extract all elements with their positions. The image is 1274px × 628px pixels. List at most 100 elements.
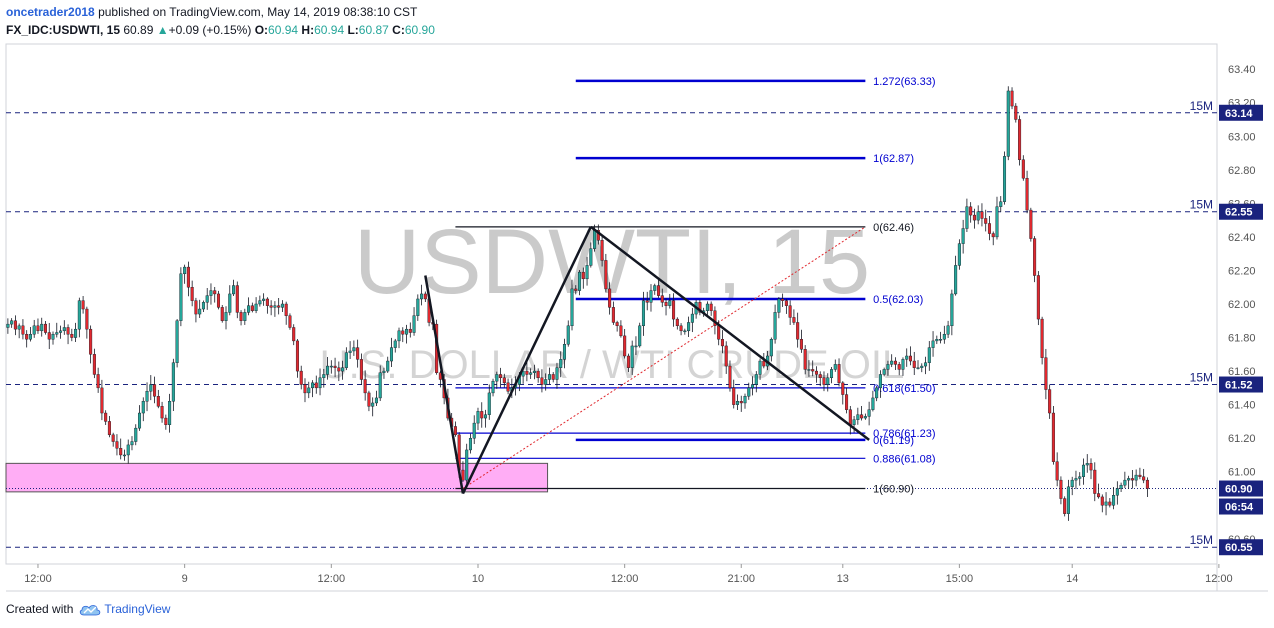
candle-body: [250, 305, 254, 311]
candle-body: [378, 372, 382, 399]
candle-body: [10, 320, 14, 325]
candle-body: [277, 305, 281, 308]
horizontal-levels[interactable]: 15M 15M 15M 15M: [6, 99, 1217, 548]
candle-body: [359, 359, 363, 380]
price-axis[interactable]: 63.4063.2063.0062.8062.6062.4062.2062.00…: [1219, 64, 1263, 556]
close-value: 60.90: [404, 23, 435, 37]
fib-level-label: 0(61.19): [873, 435, 914, 447]
candle-body: [939, 339, 943, 341]
candle-body: [732, 387, 736, 405]
pattern-leg[interactable]: [590, 225, 870, 441]
candle-body: [641, 300, 645, 327]
price-tick-label: 62.20: [1228, 265, 1256, 277]
candle-body: [453, 426, 457, 436]
candle-body: [175, 320, 179, 363]
candle-body: [356, 347, 360, 360]
candle-body: [946, 325, 950, 335]
candle-body: [679, 325, 683, 332]
level-label: 15M: [1190, 533, 1213, 547]
candle-body: [931, 340, 935, 348]
candle-body: [190, 287, 194, 301]
candle-body: [164, 417, 168, 425]
pattern-leg[interactable]: [461, 226, 592, 495]
candle-body: [495, 374, 499, 382]
candle-body: [995, 206, 999, 238]
candle-body: [228, 293, 232, 313]
time-axis[interactable]: 12:00 9 12:00 10 12:00 21:00 13 15:00 14 12:00: [24, 564, 1233, 585]
fib-trend-line[interactable]: [462, 226, 866, 489]
harmonic-pattern-lines[interactable]: [424, 225, 870, 495]
price-tick-label: 61.60: [1228, 366, 1256, 378]
candle-body: [89, 328, 93, 355]
candle-body: [77, 300, 81, 330]
price-tag-box: [1219, 203, 1263, 220]
candle-body: [845, 394, 849, 410]
candle-body: [322, 374, 326, 379]
watermark-title: USDWTI, 15: [354, 211, 870, 313]
candle-body: [156, 396, 160, 407]
candle-body: [856, 414, 860, 420]
candle-body: [728, 365, 732, 389]
candle-body: [326, 365, 330, 375]
candle-body: [386, 360, 390, 372]
candle-body: [119, 448, 123, 456]
candle-body: [1066, 486, 1070, 514]
candle-body: [581, 271, 585, 280]
candle-body: [43, 323, 48, 333]
candle-body: [863, 416, 867, 419]
candle-body: [288, 315, 292, 328]
candle-body: [893, 360, 897, 365]
candle-body: [134, 427, 138, 442]
candle-body: [675, 318, 679, 327]
candle-body: [705, 303, 709, 311]
ohlc-line: FX_IDC:USDWTI, 15 60.89 ▲+0.09 (+0.15%) …: [6, 23, 435, 37]
time-tick-label: 12:00: [1205, 573, 1233, 585]
candle-body: [74, 328, 78, 338]
candle-body: [837, 364, 841, 384]
candle-body: [85, 308, 89, 330]
candle-body: [47, 332, 51, 340]
candle-body: [555, 367, 559, 380]
candle-body: [1085, 463, 1089, 466]
pattern-leg[interactable]: [424, 275, 465, 494]
candle-body: [600, 240, 604, 261]
candle-body: [656, 285, 661, 296]
price-tag-label: 61.52: [1225, 380, 1253, 392]
candle-body: [532, 370, 536, 373]
candle-body: [574, 288, 578, 291]
candle-body: [1002, 156, 1007, 202]
candle-body: [784, 300, 788, 306]
candle-body: [769, 339, 773, 357]
candle-body: [243, 312, 247, 321]
candle-body: [585, 265, 589, 280]
candle-body: [408, 328, 412, 333]
change-value: +0.09 (+0.15%): [168, 23, 252, 37]
candle-body: [1089, 463, 1093, 471]
candle-body: [21, 325, 25, 335]
candle-body: [867, 409, 871, 417]
candle-body: [638, 325, 642, 347]
candle-body: [341, 367, 345, 372]
candle-body: [630, 345, 634, 368]
fib-level-label: 0.886(61.08): [873, 453, 935, 465]
candle-body: [608, 288, 612, 308]
candle-body: [717, 325, 721, 340]
candle-body: [1100, 496, 1104, 506]
tradingview-link[interactable]: TradingView: [104, 602, 171, 616]
price-tag-label: 63.14: [1225, 108, 1253, 120]
candle-body: [687, 322, 691, 332]
candle-body: [179, 273, 183, 321]
candle-body: [1108, 501, 1112, 506]
candle-body: [104, 412, 108, 422]
candle-body: [224, 312, 228, 321]
candle-body: [529, 372, 533, 375]
author-link[interactable]: oncetrader2018: [6, 5, 95, 19]
candle-body: [562, 344, 567, 360]
fib-extension-tool[interactable]: 1.272(63.33) 1(62.87) 0(62.46) 0.5(62.03) 0.…: [455, 76, 936, 496]
close-label: C:: [392, 23, 405, 37]
price-tag-label: 60.90: [1225, 484, 1253, 496]
candle-body: [814, 370, 818, 375]
price-tick-label: 62.40: [1228, 232, 1256, 244]
candle-body: [690, 313, 694, 323]
